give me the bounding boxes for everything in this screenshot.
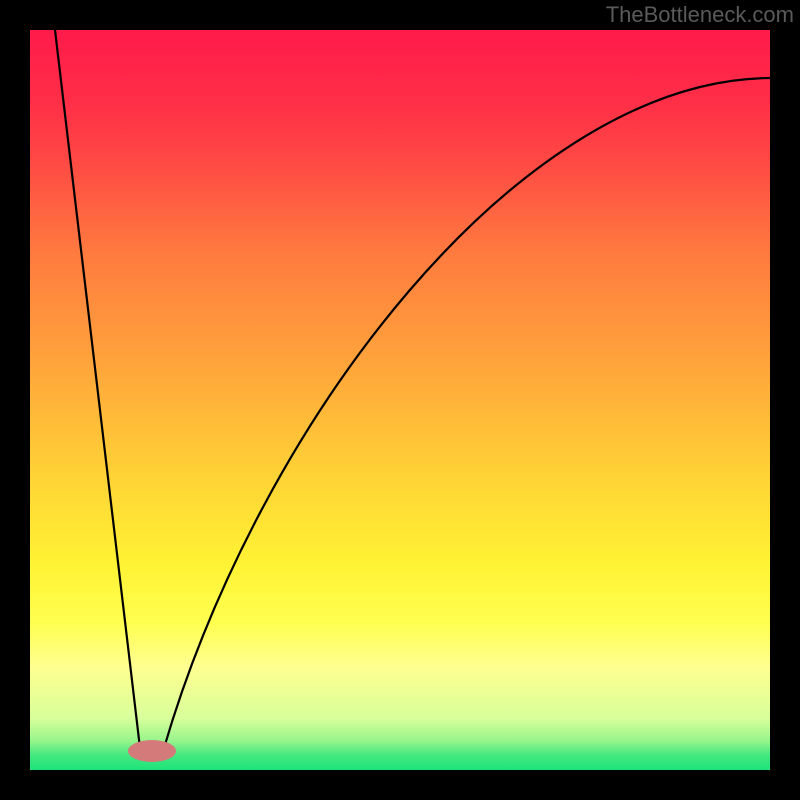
plot-background (30, 30, 770, 770)
bottleneck-chart (0, 0, 800, 800)
chart-container: TheBottleneck.com (0, 0, 800, 800)
watermark-label: TheBottleneck.com (606, 2, 794, 28)
minimum-marker (128, 740, 176, 762)
